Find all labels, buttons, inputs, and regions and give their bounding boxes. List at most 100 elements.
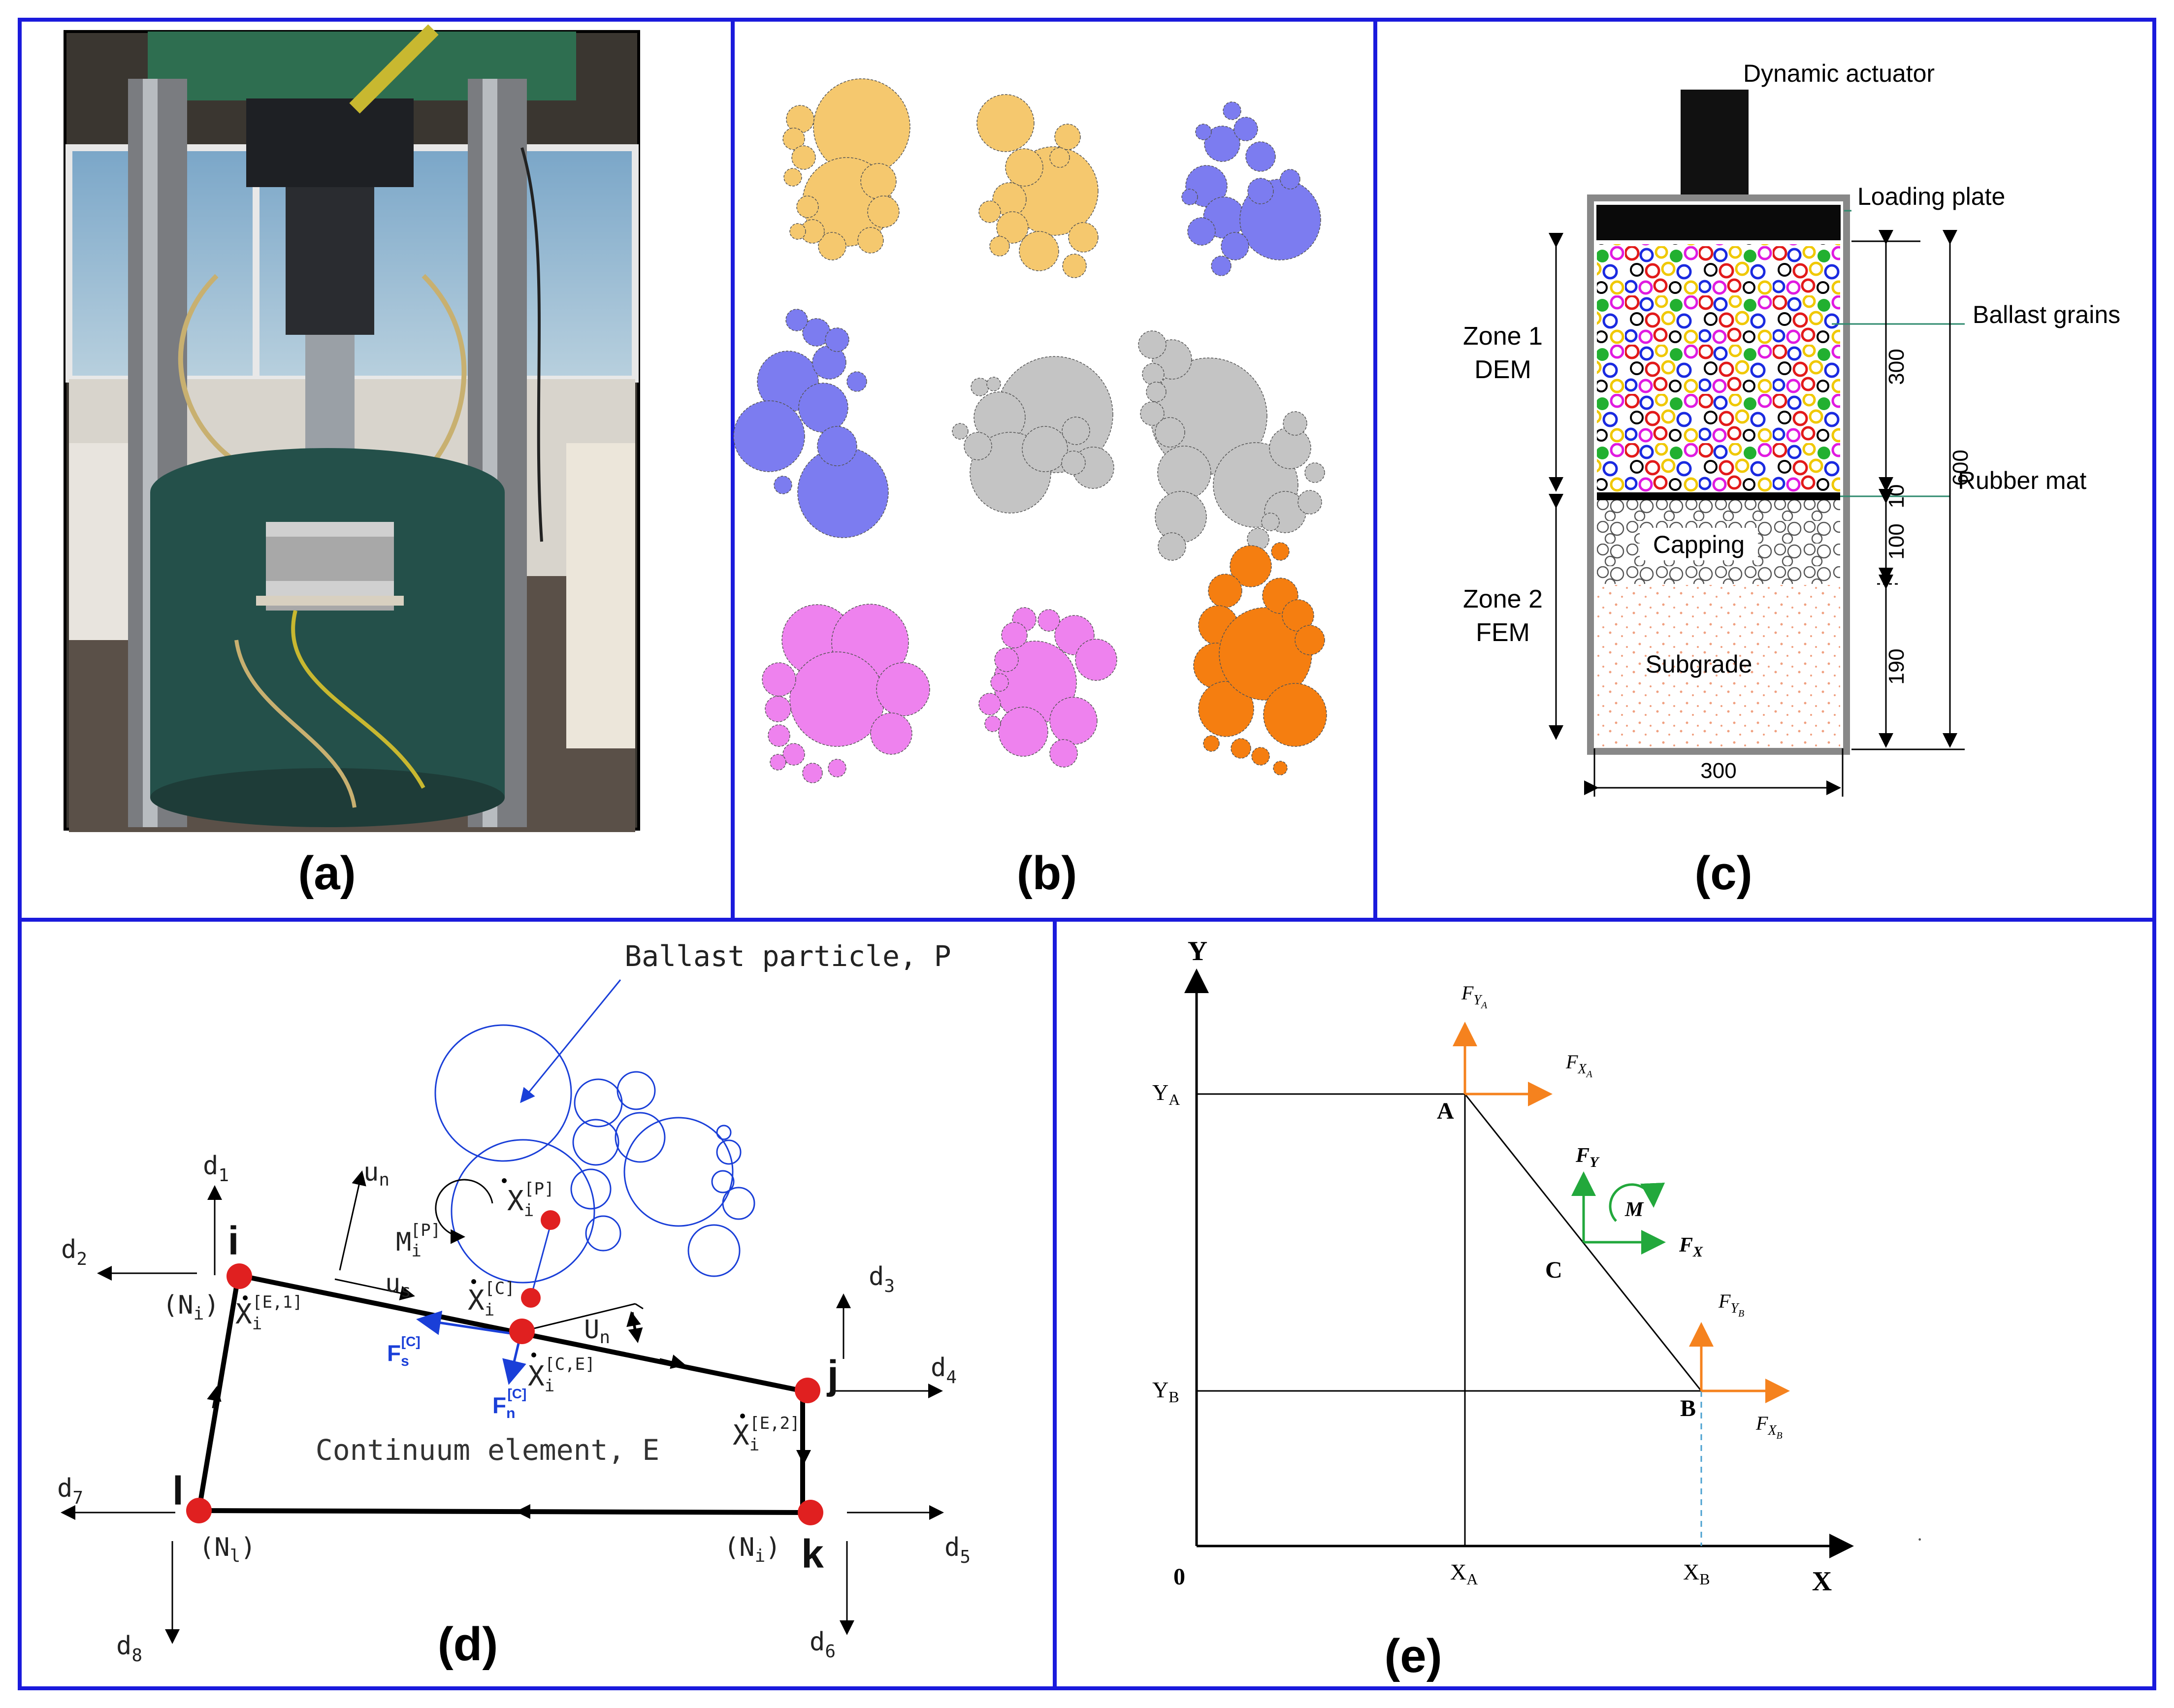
us-label: u xyxy=(385,1269,400,1298)
clump-sphere xyxy=(952,423,969,440)
d3-sub: 3 xyxy=(884,1276,895,1296)
svg-text:d2: d2 xyxy=(61,1235,87,1269)
clump-pink-1 xyxy=(762,604,930,783)
clump-sphere xyxy=(1280,169,1300,190)
clump-sphere xyxy=(825,327,849,352)
svg-text:·: · xyxy=(1916,1528,1923,1550)
svg-text:C: C xyxy=(1545,1257,1562,1283)
clump-sphere xyxy=(996,211,1029,244)
svg-text:us: us xyxy=(385,1269,411,1301)
clump-sphere xyxy=(1181,189,1198,205)
clump-sphere xyxy=(1231,738,1251,759)
clump-sphere xyxy=(1269,427,1311,469)
clump-sphere xyxy=(1155,417,1185,448)
clump-sphere xyxy=(1221,232,1249,260)
clump-sphere xyxy=(1298,490,1322,515)
dof-labels: d1 d2 d3 d4 d5 d6 d7 d8 xyxy=(57,1151,971,1666)
dim-width-300: 300 xyxy=(1700,759,1736,783)
panel-c-label: (c) xyxy=(1694,847,1752,900)
geometry-lines xyxy=(1197,1093,1702,1546)
local-axes xyxy=(334,1170,644,1343)
moment-label-M: M xyxy=(1624,1198,1644,1221)
clump-sphere xyxy=(802,763,823,783)
d5-sub: 5 xyxy=(960,1547,971,1567)
Ni-label-k: (N xyxy=(724,1533,755,1562)
clump-sphere xyxy=(989,236,1010,257)
panel-a: (a) xyxy=(64,24,640,900)
svg-text:FXA: FXA xyxy=(1565,1051,1593,1080)
panel-a-label: (a) xyxy=(298,847,356,900)
Un-sub: n xyxy=(599,1327,610,1348)
svg-text:YA: YA xyxy=(1152,1080,1180,1108)
clump-sphere xyxy=(796,195,819,218)
Nl-sub: l xyxy=(230,1546,241,1566)
d2-label: d xyxy=(61,1235,76,1264)
clump-sphere xyxy=(1019,231,1059,271)
clump-sphere xyxy=(867,195,900,228)
capping-label: Capping xyxy=(1653,531,1745,558)
clump-sphere xyxy=(1049,147,1070,168)
svg-text:Xi[C]: Xi[C] xyxy=(468,1279,515,1320)
dim-mat-10: 10 xyxy=(1884,484,1909,509)
clump-sphere xyxy=(1261,513,1280,531)
dim-total-600: 600 xyxy=(1948,450,1973,485)
dynamic-actuator-label: Dynamic actuator xyxy=(1743,60,1935,87)
clump-gray-1 xyxy=(952,356,1114,514)
panel-e: Y X 0 · YA YB XA XB A C B FYA FXA xyxy=(1152,936,1923,1682)
d8-sub: 8 xyxy=(131,1645,142,1666)
particle-centre-marker xyxy=(541,1210,560,1230)
svg-text:XB: XB xyxy=(1683,1559,1710,1588)
clump-sphere xyxy=(857,227,884,254)
d5-label: d xyxy=(944,1533,960,1562)
clump-sphere xyxy=(1049,739,1078,768)
svg-text:(Ni): (Ni) xyxy=(162,1290,220,1324)
contact-point-marker xyxy=(521,1288,541,1308)
clump-sphere xyxy=(1263,683,1327,747)
clump-sphere xyxy=(971,378,989,396)
svg-text:d4: d4 xyxy=(931,1353,957,1387)
un-label: u xyxy=(363,1158,379,1187)
clump-yellow-2 xyxy=(976,94,1099,278)
node-k-label: k xyxy=(801,1532,824,1577)
svg-text:d7: d7 xyxy=(57,1474,83,1508)
clump-sphere xyxy=(770,754,786,771)
clump-sphere xyxy=(1245,141,1276,172)
edge-direction-arrows xyxy=(207,1354,811,1519)
svg-text:d3: d3 xyxy=(869,1262,895,1296)
us-sub: s xyxy=(400,1281,411,1301)
clump-sphere xyxy=(1001,622,1028,648)
d1-label: d xyxy=(203,1151,218,1181)
clump-sphere xyxy=(1022,426,1068,472)
clump-sphere xyxy=(986,377,1001,391)
clump-sphere xyxy=(1271,542,1290,561)
clump-sphere xyxy=(1038,609,1060,632)
d2-sub: 2 xyxy=(76,1249,87,1269)
clump-sphere xyxy=(1005,148,1043,187)
d6-sub: 6 xyxy=(825,1642,836,1662)
clump-sphere xyxy=(876,662,930,716)
clump-sphere xyxy=(998,707,1048,757)
clump-sphere xyxy=(818,232,846,260)
clump-sphere xyxy=(765,696,791,722)
svg-text:FY: FY xyxy=(1575,1144,1600,1170)
clump-pink-2 xyxy=(978,607,1117,768)
forces-at-A xyxy=(1453,1022,1553,1106)
clump-sphere xyxy=(1233,117,1258,141)
clump-sphere xyxy=(1198,681,1254,737)
d1-sub: 1 xyxy=(218,1165,229,1186)
moment-label: Mi[P] xyxy=(396,1221,441,1261)
zone2-line2: FEM xyxy=(1476,618,1530,647)
clump-sphere xyxy=(1142,363,1165,386)
local-axis-labels: un us Un xyxy=(363,1158,610,1348)
svg-text:Xi[P]: Xi[P] xyxy=(507,1179,554,1221)
clump-sphere xyxy=(1204,126,1240,162)
Un-label: U xyxy=(584,1315,599,1345)
svg-text:Xi[C,E]: Xi[C,E] xyxy=(528,1354,595,1396)
shear-force-arrow xyxy=(416,1310,518,1336)
svg-text:(Nl): (Nl) xyxy=(199,1533,256,1566)
clump-sphere xyxy=(791,145,816,170)
svg-text:Fs[C]: Fs[C] xyxy=(387,1334,421,1369)
clump-sphere xyxy=(1247,178,1274,204)
coordinate-labels: YA YB XA XB xyxy=(1152,1080,1710,1588)
clump-sphere xyxy=(798,383,848,433)
